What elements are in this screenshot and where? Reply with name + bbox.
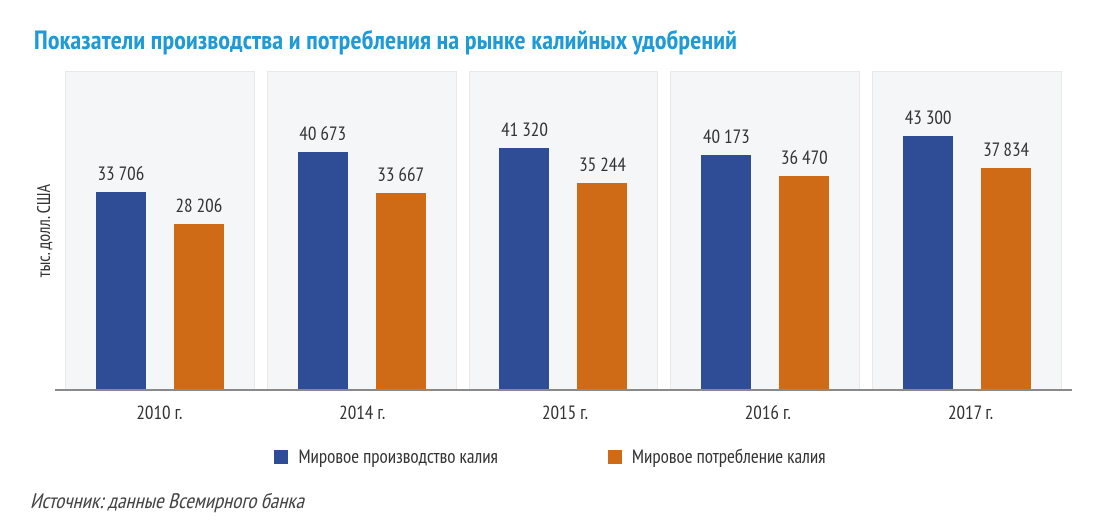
bar (174, 224, 224, 389)
bar-value-label: 35 244 (579, 153, 626, 177)
bar-value-label: 28 206 (176, 194, 223, 218)
bar-consumption: 28 206 (174, 72, 224, 389)
bar (701, 155, 751, 389)
legend-item: Мировое потребление калия (608, 445, 826, 469)
x-tick-label: 2017 г. (875, 391, 1066, 425)
bar-consumption: 37 834 (981, 72, 1031, 389)
bar-production: 41 320 (499, 72, 549, 389)
chart-title: Показатели производства и потребления на… (34, 24, 1072, 57)
bar-value-label: 40 173 (703, 125, 750, 149)
bar-production: 33 706 (96, 72, 146, 389)
plot-area: 33 706 28 206 40 673 33 667 41 320 35 244 40 1… (55, 71, 1072, 391)
bar-production: 40 173 (701, 72, 751, 389)
y-axis-label: тыс. долл. США (28, 184, 55, 277)
x-tick-label: 2010 г. (64, 391, 255, 425)
bar-value-label: 33 706 (98, 162, 145, 186)
legend-label: Мировое потребление калия (632, 445, 826, 469)
chart-panel: 41 320 35 244 (469, 71, 659, 389)
bar-consumption: 36 470 (779, 72, 829, 389)
bar (376, 193, 426, 389)
bar-value-label: 41 320 (501, 118, 548, 142)
bar (499, 148, 549, 389)
bar-production: 40 673 (298, 72, 348, 389)
x-tick-label: 2015 г. (470, 391, 661, 425)
legend-swatch (274, 450, 288, 464)
bar-value-label: 36 470 (781, 146, 828, 170)
bar-consumption: 33 667 (376, 72, 426, 389)
bar (298, 152, 348, 389)
chart-panel: 40 173 36 470 (670, 71, 860, 389)
bar-value-label: 37 834 (983, 138, 1029, 162)
chart-panel: 40 673 33 667 (267, 71, 457, 389)
legend-item: Мировое производство калия (274, 445, 497, 469)
bar-consumption: 35 244 (577, 72, 627, 389)
chart-panel: 33 706 28 206 (65, 71, 255, 389)
chart-panel: 43 300 37 834 (872, 71, 1062, 389)
bar-value-label: 33 667 (377, 163, 424, 187)
legend-label: Мировое производство калия (298, 445, 497, 469)
bar (577, 183, 627, 389)
x-axis: 2010 г. 2014 г. 2015 г. 2016 г. 2017 г. (58, 391, 1072, 425)
bar (981, 168, 1031, 389)
x-tick-label: 2014 г. (267, 391, 458, 425)
bar (779, 176, 829, 389)
chart-container: Показатели производства и потребления на… (0, 0, 1100, 521)
bar (96, 192, 146, 389)
x-tick-label: 2016 г. (672, 391, 863, 425)
bar (903, 136, 953, 389)
legend-swatch (608, 450, 622, 464)
chart-row: тыс. долл. США 33 70628 20640 67333 6674… (28, 71, 1072, 391)
bar-production: 43 300 (903, 72, 953, 389)
legend: Мировое производство калия Мировое потреб… (28, 445, 1072, 469)
bar-value-label: 40 673 (299, 122, 346, 146)
source-note: Источник: данные Всемирного банка (30, 487, 1072, 514)
bar-value-label: 43 300 (905, 106, 952, 130)
